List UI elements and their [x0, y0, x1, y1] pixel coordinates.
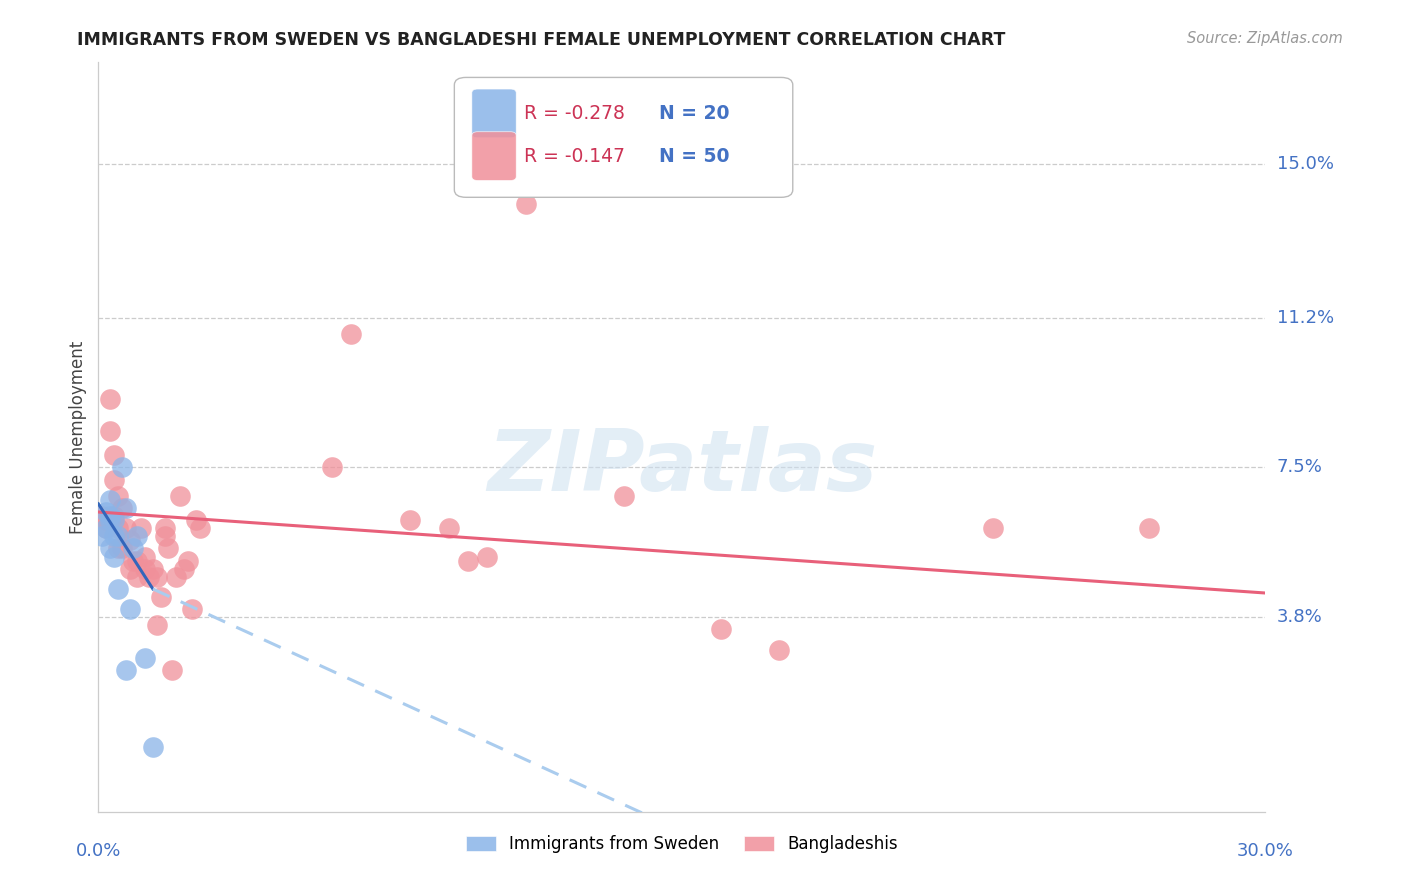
Point	[103, 549, 125, 564]
Point	[103, 529, 125, 543]
Text: N = 50: N = 50	[658, 146, 730, 166]
FancyBboxPatch shape	[472, 89, 516, 137]
Point	[127, 570, 149, 584]
Text: R = -0.278: R = -0.278	[524, 103, 626, 123]
Point	[111, 460, 134, 475]
Point	[98, 541, 121, 556]
Point	[710, 623, 733, 637]
Point	[146, 618, 169, 632]
Point	[142, 562, 165, 576]
Point	[162, 663, 184, 677]
Point	[118, 562, 141, 576]
Legend: Immigrants from Sweden, Bangladeshis: Immigrants from Sweden, Bangladeshis	[458, 829, 905, 860]
Text: 11.2%: 11.2%	[1277, 309, 1334, 326]
Point	[129, 521, 152, 535]
Point	[107, 541, 129, 556]
Point	[98, 392, 121, 406]
Point	[188, 521, 211, 535]
Point	[114, 521, 136, 535]
Text: 0.0%: 0.0%	[76, 842, 121, 860]
Point	[437, 521, 460, 535]
Point	[96, 505, 118, 519]
Point	[134, 562, 156, 576]
Point	[114, 663, 136, 677]
Point	[981, 521, 1004, 535]
Text: IMMIGRANTS FROM SWEDEN VS BANGLADESHI FEMALE UNEMPLOYMENT CORRELATION CHART: IMMIGRANTS FROM SWEDEN VS BANGLADESHI FE…	[77, 31, 1005, 49]
Point	[768, 642, 790, 657]
Point	[134, 549, 156, 564]
Point	[169, 489, 191, 503]
Point	[457, 553, 479, 567]
Point	[91, 529, 114, 543]
Point	[127, 529, 149, 543]
Point	[142, 739, 165, 754]
Point	[153, 521, 176, 535]
Point	[98, 492, 121, 507]
Point	[165, 570, 187, 584]
Point	[98, 424, 121, 438]
Point	[107, 489, 129, 503]
Text: 7.5%: 7.5%	[1277, 458, 1323, 476]
Point	[477, 549, 499, 564]
Point	[177, 553, 200, 567]
Point	[515, 197, 537, 211]
Text: ZIPatlas: ZIPatlas	[486, 425, 877, 508]
Point	[103, 513, 125, 527]
Point	[340, 326, 363, 341]
Point	[149, 590, 172, 604]
Point	[111, 500, 134, 515]
Text: 3.8%: 3.8%	[1277, 608, 1322, 626]
Point	[107, 529, 129, 543]
Y-axis label: Female Unemployment: Female Unemployment	[69, 341, 87, 533]
Point	[107, 521, 129, 535]
Point	[184, 513, 207, 527]
Point	[138, 570, 160, 584]
Point	[111, 541, 134, 556]
Point	[118, 602, 141, 616]
Point	[122, 541, 145, 556]
FancyBboxPatch shape	[454, 78, 793, 197]
Point	[173, 562, 195, 576]
Point	[321, 460, 343, 475]
Point	[157, 541, 180, 556]
Point	[98, 513, 121, 527]
Point	[96, 521, 118, 535]
Point	[91, 509, 114, 524]
Point	[103, 509, 125, 524]
Point	[180, 602, 202, 616]
FancyBboxPatch shape	[472, 132, 516, 180]
Point	[103, 448, 125, 462]
Point	[153, 529, 176, 543]
Point	[134, 650, 156, 665]
Point	[114, 500, 136, 515]
Point	[146, 570, 169, 584]
Point	[96, 513, 118, 527]
Text: 15.0%: 15.0%	[1277, 154, 1333, 173]
Text: R = -0.147: R = -0.147	[524, 146, 626, 166]
Point	[613, 489, 636, 503]
Point	[398, 513, 420, 527]
Text: N = 20: N = 20	[658, 103, 730, 123]
Text: 30.0%: 30.0%	[1237, 842, 1294, 860]
Point	[98, 509, 121, 524]
Text: Source: ZipAtlas.com: Source: ZipAtlas.com	[1187, 31, 1343, 46]
Point	[1137, 521, 1160, 535]
Point	[103, 473, 125, 487]
Point	[107, 582, 129, 596]
Point	[118, 533, 141, 548]
Point	[127, 553, 149, 567]
Point	[122, 553, 145, 567]
Point	[96, 521, 118, 535]
